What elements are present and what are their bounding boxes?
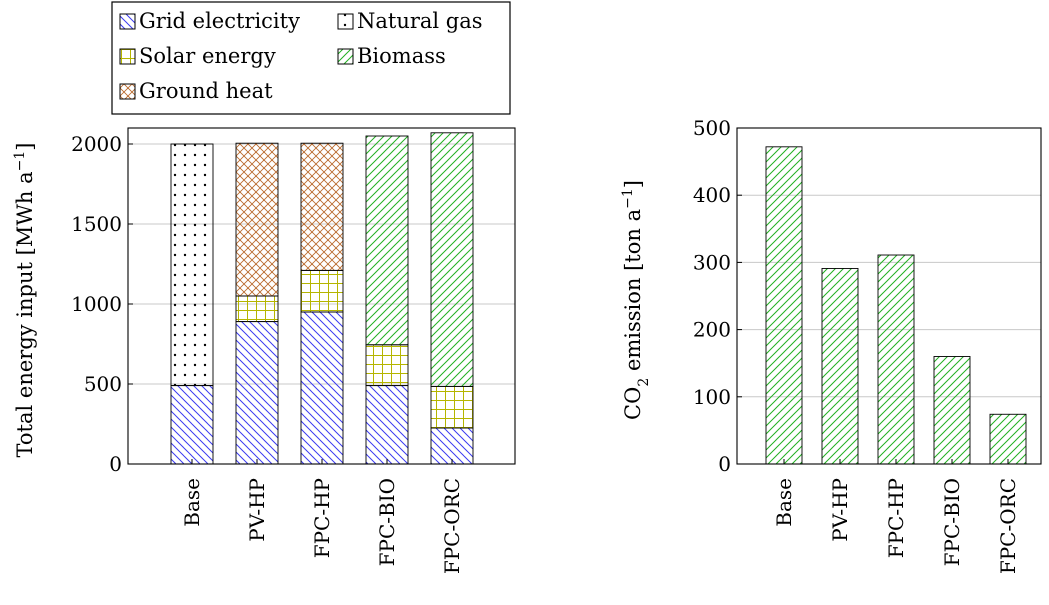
- bar-fpc-bio-solar: [365, 344, 409, 387]
- bar-fpc-hp-solar: [300, 269, 344, 313]
- legend-swatch-grid: [119, 13, 136, 30]
- legend-label-biomass: Biomass: [357, 44, 446, 68]
- y-tick-label: 500: [693, 116, 731, 140]
- x-tick-label: FPC-HP: [310, 478, 334, 558]
- x-tick-label: Base: [772, 478, 796, 527]
- bar-fpc-bio-grid: [365, 385, 409, 465]
- y-tick-label: 200: [693, 318, 731, 342]
- bar-fpc-hp-biomass: [877, 254, 915, 465]
- y-axis-label-co2-part: −1: [620, 188, 636, 209]
- bar-pv-hp-ground: [235, 142, 279, 297]
- y-tick-label: 0: [718, 452, 731, 476]
- legend-box: [111, 1, 511, 115]
- bar-fpc-hp-ground: [300, 142, 344, 271]
- x-tick-label: PV-HP: [245, 478, 269, 542]
- x-tick-label: FPC-HP: [884, 478, 908, 558]
- legend-label-ground: Ground heat: [139, 79, 273, 103]
- y-tick-label: 1000: [71, 292, 122, 316]
- legend-label-solar: Solar energy: [139, 44, 276, 68]
- x-tick-label: FPC-BIO: [940, 478, 964, 566]
- legend-label-gas: Natural gas: [357, 9, 483, 33]
- x-tick-label: FPC-ORC: [996, 478, 1020, 574]
- x-tick-label: Base: [180, 478, 204, 527]
- y-tick-label: 500: [84, 372, 122, 396]
- bar-pv-hp-solar: [235, 295, 279, 323]
- legend-swatch-gas: [337, 13, 354, 30]
- y-tick-label: 1500: [71, 212, 122, 236]
- plot-frame: [736, 127, 1042, 465]
- legend-label-grid: Grid electricity: [139, 9, 300, 33]
- bar-fpc-orc-biomass: [989, 413, 1027, 465]
- bar-base-gas: [170, 143, 214, 387]
- x-tick-label: FPC-ORC: [440, 478, 464, 574]
- plot-frame: [127, 127, 516, 465]
- y-axis-label-energy: Total energy input [MWh a−1]: [12, 143, 37, 458]
- x-tick-label: PV-HP: [828, 478, 852, 542]
- bar-fpc-bio-biomass: [365, 135, 409, 346]
- co2-emission-chart: Base PV-HP FPC-HP FPC-BIO FPC-ORC 0 100 200 300 4…: [620, 116, 1042, 574]
- legend-swatch-biomass: [337, 48, 354, 65]
- y-tick-label: 100: [693, 385, 731, 409]
- legend-swatch-solar: [119, 48, 136, 65]
- legend-swatch-ground: [119, 83, 136, 100]
- bar-pv-hp-grid: [235, 321, 279, 465]
- bar-base-biomass: [765, 146, 803, 465]
- y-axis-label-co2-part: CO: [621, 387, 645, 420]
- y-tick-label: 300: [693, 250, 731, 274]
- y-axis-label-co2-part: ]: [621, 180, 645, 188]
- bar-fpc-orc-solar: [430, 385, 474, 429]
- y-axis-label-energy-part: −1: [12, 151, 28, 172]
- x-tick-label: FPC-BIO: [375, 478, 399, 566]
- y-axis-label-co2: CO2 emission [ton a−1]: [620, 180, 652, 420]
- y-axis-label-co2-part: emission [ton a: [621, 209, 645, 378]
- y-axis-label-energy-part: ]: [13, 143, 37, 151]
- bar-fpc-orc-biomass: [430, 132, 474, 387]
- y-axis-label-energy-part: Total energy input [MWh a: [13, 171, 37, 457]
- y-tick-label: 0: [109, 452, 122, 476]
- y-tick-label: 2000: [71, 132, 122, 156]
- y-axis-label-co2-part: 2: [636, 378, 652, 387]
- bar-pv-hp-biomass: [821, 267, 859, 465]
- bar-fpc-hp-grid: [300, 311, 344, 465]
- bar-fpc-bio-biomass: [933, 356, 971, 465]
- bar-fpc-orc-grid: [430, 427, 474, 465]
- energy-input-chart: Base PV-HP FPC-HP FPC-BIO FPC-ORC 0 500 1000 150…: [12, 127, 516, 574]
- bar-base-grid: [170, 385, 214, 465]
- y-tick-label: 400: [693, 183, 731, 207]
- legend: Grid electricity Natural gas Solar energy B…: [111, 1, 511, 115]
